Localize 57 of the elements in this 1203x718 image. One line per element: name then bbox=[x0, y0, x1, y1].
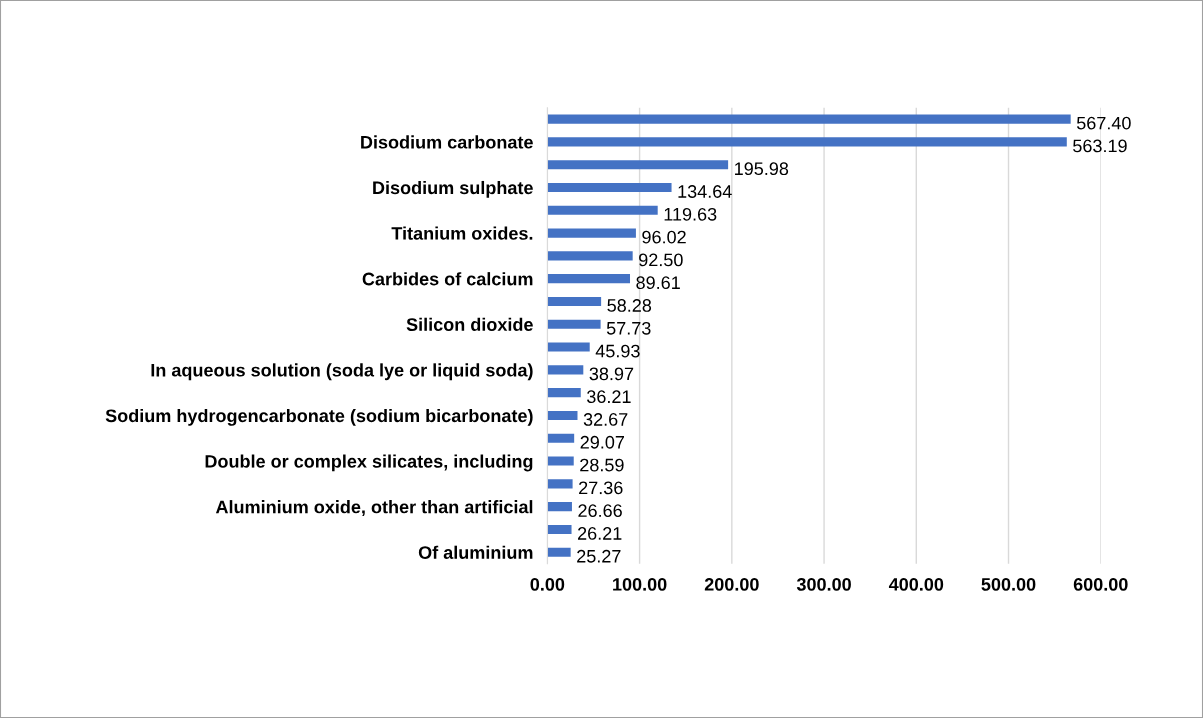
x-tick-label: 600.00 bbox=[1073, 578, 1128, 591]
x-tick-label: 300.00 bbox=[796, 578, 851, 591]
bar bbox=[547, 114, 1071, 124]
y-tick-label: Of aluminium bbox=[418, 545, 533, 559]
data-label: 89.61 bbox=[636, 276, 680, 290]
y-tick-label: Sodium hydrogencarbonate (sodium bicarbonate) bbox=[105, 408, 533, 426]
bar bbox=[547, 502, 572, 512]
y-tick-label: Double or complex silicates, including bbox=[205, 454, 533, 472]
x-tick-label: 200.00 bbox=[704, 578, 759, 591]
data-label: 567.40 bbox=[1076, 116, 1131, 130]
bar bbox=[547, 205, 658, 215]
bar bbox=[547, 342, 590, 352]
data-label: 119.63 bbox=[664, 207, 717, 221]
y-tick-label: Titanium oxides. bbox=[391, 226, 533, 240]
data-label: 29.07 bbox=[580, 435, 625, 449]
bar bbox=[547, 524, 572, 534]
data-label: 195.98 bbox=[735, 162, 789, 176]
bar bbox=[547, 365, 584, 375]
data-label: 28.59 bbox=[580, 458, 624, 472]
y-tick-label: Silicon dioxide bbox=[406, 317, 533, 331]
data-label: 32.67 bbox=[583, 413, 628, 426]
data-label: 58.28 bbox=[607, 299, 652, 312]
bar bbox=[547, 319, 601, 329]
bar bbox=[547, 388, 581, 398]
y-tick-label: Aluminium oxide, other than artificial bbox=[215, 500, 533, 516]
x-tick-label: 100.00 bbox=[613, 578, 667, 591]
data-label: 92.50 bbox=[639, 253, 683, 267]
data-label: 45.93 bbox=[595, 344, 640, 358]
bar bbox=[547, 228, 636, 238]
data-label: 57.73 bbox=[606, 321, 651, 335]
y-tick-label: Disodium sulphate bbox=[373, 180, 533, 198]
data-label: 26.21 bbox=[578, 527, 622, 540]
bar bbox=[547, 410, 578, 421]
bar bbox=[547, 251, 633, 261]
data-label: 563.19 bbox=[1073, 139, 1127, 153]
bar bbox=[547, 479, 573, 489]
data-label: 27.36 bbox=[579, 481, 623, 495]
data-label: 134.64 bbox=[678, 185, 732, 198]
bar bbox=[547, 456, 574, 466]
data-label: 36.21 bbox=[587, 390, 631, 404]
y-tick-label: Carbides of calcium bbox=[362, 272, 533, 286]
data-label: 96.02 bbox=[642, 230, 686, 244]
bar bbox=[547, 182, 672, 193]
bar bbox=[547, 137, 1067, 147]
x-tick-label: 400.00 bbox=[888, 578, 944, 591]
bar bbox=[547, 547, 571, 557]
bar bbox=[547, 296, 602, 307]
bar bbox=[547, 433, 575, 443]
bar bbox=[547, 160, 729, 170]
y-tick-label: Disodium carbonate bbox=[361, 135, 533, 149]
y-tick-label: In aqueous solution (soda lye or liquid soda) bbox=[151, 363, 533, 381]
x-tick-label: 0.00 bbox=[530, 578, 565, 591]
bar bbox=[547, 274, 631, 284]
x-tick-label: 500.00 bbox=[981, 578, 1036, 591]
data-label: 26.66 bbox=[578, 504, 622, 518]
data-label: 25.27 bbox=[577, 549, 621, 563]
data-label: 38.97 bbox=[589, 367, 634, 381]
